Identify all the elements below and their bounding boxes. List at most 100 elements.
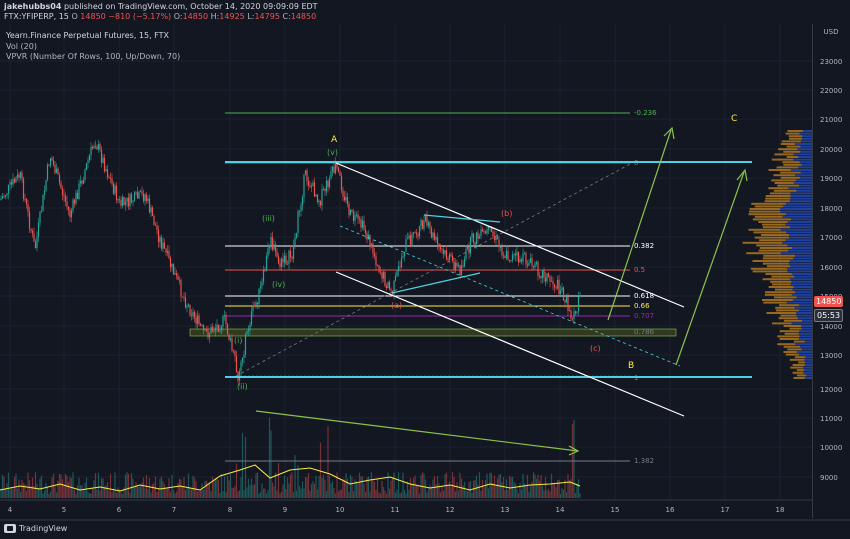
vpvr-up-bar <box>798 353 812 356</box>
tradingview-brand[interactable]: TradingView <box>4 524 67 533</box>
volume-bar <box>151 484 154 498</box>
volume-bar <box>21 479 23 498</box>
candle-body <box>531 258 533 266</box>
volume-bar <box>336 472 338 498</box>
candle-body <box>9 182 11 185</box>
volume-bar <box>442 490 445 498</box>
projection-arrows[interactable] <box>255 126 748 456</box>
volume-bar <box>480 490 482 498</box>
candle-body <box>394 275 397 281</box>
volume-bar <box>75 493 77 498</box>
volume-bar <box>91 488 94 498</box>
volume-bar <box>148 477 151 498</box>
volume-bar <box>45 483 47 498</box>
vpvr-down-bar <box>764 291 796 294</box>
candle-body <box>277 256 280 264</box>
volume-bar <box>462 485 464 498</box>
ohlc-bar: FTX:YFIPERP, 15 O 14850 −810 (−5.17%) O:… <box>4 12 316 21</box>
vpvr-up-bar <box>799 184 812 187</box>
vpvr-down-bar <box>751 202 786 205</box>
channel-lower[interactable] <box>335 271 685 417</box>
candle-body <box>84 169 86 181</box>
channel-upper[interactable] <box>335 162 685 308</box>
volume-bar <box>1 474 4 498</box>
volume-bar <box>159 478 161 498</box>
vpvr-down-bar <box>780 171 801 174</box>
trendline-lower-cyan[interactable] <box>391 272 481 294</box>
candle-body <box>468 246 470 254</box>
candle-body <box>460 265 463 276</box>
published-text: published on TradingView.com, October 14… <box>63 2 318 11</box>
volume-bar <box>289 474 292 498</box>
trendline-upper-cyan[interactable] <box>423 214 501 223</box>
candle-body <box>4 195 7 197</box>
vpvr-up-bar <box>788 262 812 265</box>
candle-body <box>327 180 329 188</box>
chart-title[interactable]: Yearn.Finance Perpetual Futures, 15, FTX <box>6 31 170 40</box>
vpvr-down-bar <box>774 288 793 291</box>
candle-body <box>6 193 8 196</box>
candle-body <box>538 276 541 277</box>
volume-bar <box>411 483 413 498</box>
candle-body <box>108 177 110 178</box>
channel-mid-dashed[interactable] <box>339 225 681 367</box>
volume-bar <box>253 484 256 498</box>
volume-bar <box>40 475 43 498</box>
volume-bar <box>391 478 394 498</box>
symbol[interactable]: FTX:YFIPERP, 15 <box>4 12 69 21</box>
volume-bar <box>166 488 169 498</box>
candle-body <box>340 175 343 191</box>
vpvr-down-bar <box>765 273 792 275</box>
volume-bar <box>310 483 313 498</box>
volume-bar <box>405 493 407 498</box>
volume-bar <box>546 490 548 498</box>
volume-bar <box>9 489 11 498</box>
volume-bar <box>238 490 241 498</box>
vpvr-up-bar <box>785 223 812 226</box>
volume-bar <box>526 474 529 498</box>
username[interactable]: jakehubbs04 <box>4 2 62 11</box>
candle-body <box>501 246 503 256</box>
volume-bar <box>246 487 248 498</box>
volume-indicator-label[interactable]: Vol (20) <box>6 42 37 51</box>
volume-bar <box>76 485 79 498</box>
candle-body <box>121 197 124 206</box>
volume-bar <box>279 493 281 498</box>
vpvr-up-bar <box>804 361 812 364</box>
candle-body <box>400 257 403 268</box>
vpvr-down-bar <box>775 309 799 312</box>
candle-body <box>549 277 551 282</box>
candle-body <box>484 231 487 234</box>
candle-body <box>507 250 509 260</box>
candle-body <box>562 287 565 301</box>
candle-body <box>402 256 404 258</box>
price-tick: 12000 <box>820 386 842 394</box>
vpvr-indicator-label[interactable]: VPVR (Number Of Rows, 100, Up/Down, 70) <box>6 52 181 61</box>
candle-body <box>31 230 34 234</box>
candle-body <box>78 183 80 199</box>
volume-bar <box>286 477 289 498</box>
vpvr-up-bar <box>799 304 812 307</box>
candle-body <box>37 222 40 237</box>
volume-bar <box>174 493 176 498</box>
candle-body <box>156 225 158 231</box>
fib-retracement[interactable] <box>189 112 677 462</box>
volume-bar <box>397 472 400 498</box>
candle-body <box>466 246 469 250</box>
volume-bar <box>90 493 92 498</box>
candle-body <box>526 264 529 266</box>
vpvr-down-bar <box>752 260 790 262</box>
volume-bar <box>330 483 332 498</box>
price-axis[interactable] <box>812 24 850 518</box>
vpvr-up-bar <box>792 299 812 301</box>
candle-body <box>25 199 28 205</box>
vpvr-down-bar <box>761 299 793 301</box>
volume-bar <box>408 489 410 498</box>
volume-bar <box>109 473 112 498</box>
candle-body <box>217 324 220 332</box>
candle-body <box>370 243 373 247</box>
time-tick: 11 <box>391 506 400 514</box>
candle-body <box>328 178 331 188</box>
volume-bar <box>528 492 530 498</box>
